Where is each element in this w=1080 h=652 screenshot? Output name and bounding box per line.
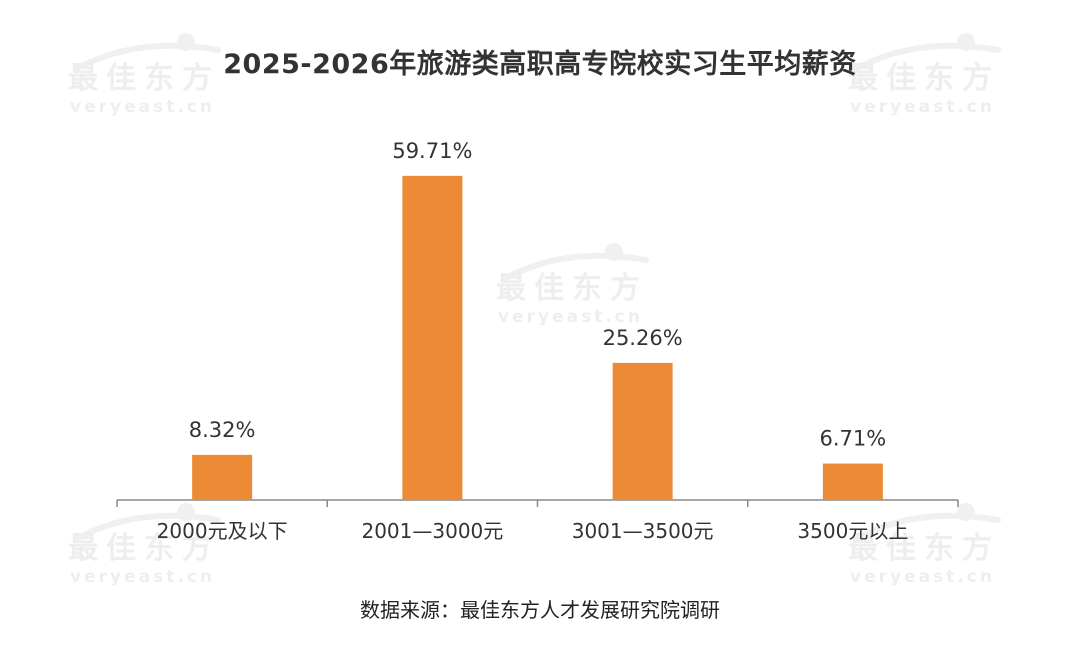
bar-value-label: 59.71% (392, 139, 472, 163)
category-tick-label: 2001—3000元 (361, 519, 503, 543)
bar-series (192, 175, 883, 501)
watermark-dot (177, 503, 195, 521)
category-tick-label: 3001—3500元 (572, 519, 714, 543)
watermark-swoosh (75, 42, 221, 71)
watermark-brand: 最佳东方 (848, 61, 1000, 96)
watermark-dot (957, 33, 975, 51)
watermark-domain: veryeast.cn (850, 567, 995, 587)
chart-title: 2025-2026年旅游类高职高专院校实习生平均薪资 (223, 49, 857, 80)
bar (402, 175, 463, 501)
watermark-domain: veryeast.cn (498, 307, 643, 327)
x-axis (116, 499, 959, 507)
watermark-brand: 最佳东方 (68, 531, 220, 566)
data-source-note: 数据来源：最佳东方人才发展研究院调研 (360, 598, 720, 622)
watermark-domain: veryeast.cn (850, 97, 995, 117)
bar-value-label: 25.26% (603, 326, 683, 350)
watermark-swoosh (503, 252, 649, 281)
watermark-dot (605, 243, 623, 261)
watermark-swoosh (855, 512, 1001, 541)
bar (822, 463, 883, 500)
category-tick-label: 3500元以上 (797, 519, 908, 543)
watermark-swoosh (855, 42, 1001, 71)
category-labels: 2000元及以下 2001—3000元 3001—3500元 3500元以上 (157, 519, 909, 543)
watermark-layer: 最佳东方veryeast.cn最佳东方veryeast.cn最佳东方veryea… (68, 33, 1001, 587)
watermark-dot (957, 503, 975, 521)
watermark-brand: 最佳东方 (68, 61, 220, 96)
category-tick-label: 2000元及以下 (157, 519, 288, 543)
watermark-brand: 最佳东方 (848, 531, 1000, 566)
watermark-dot (177, 33, 195, 51)
bar-value-label: 6.71% (820, 427, 887, 451)
watermark-swoosh (75, 512, 221, 541)
watermark-domain: veryeast.cn (70, 97, 215, 117)
bar (192, 454, 253, 500)
data-labels: 8.32% 59.71% 25.26% 6.71% (189, 139, 886, 451)
bar-value-label: 8.32% (189, 418, 256, 442)
watermark-domain: veryeast.cn (70, 567, 215, 587)
watermark-brand: 最佳东方 (496, 271, 648, 306)
bar (612, 362, 673, 500)
